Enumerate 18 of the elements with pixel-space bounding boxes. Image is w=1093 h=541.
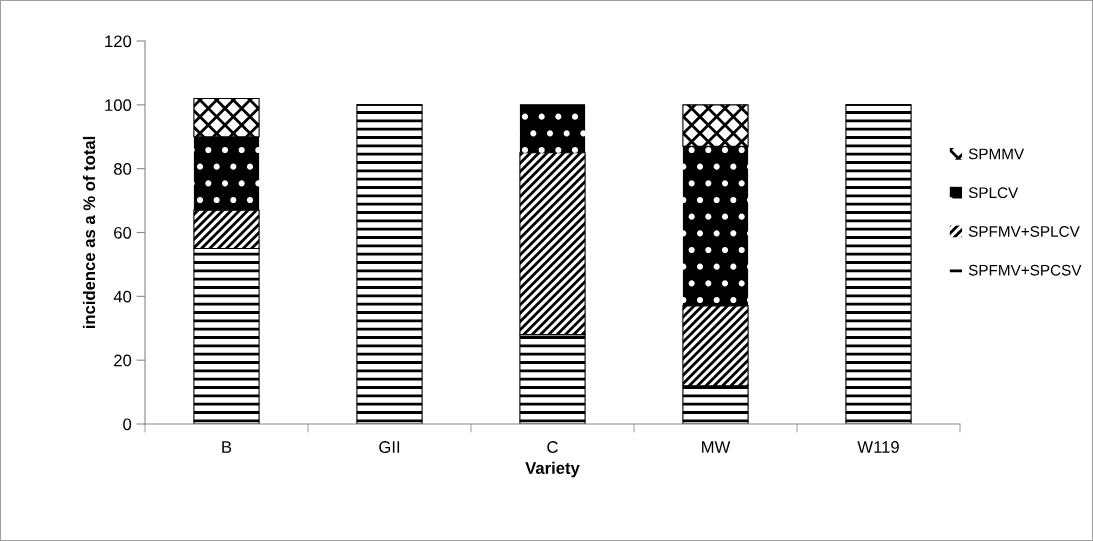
y-tick-label: 60 — [114, 226, 132, 239]
y-axis-title: incidence as a % of total — [82, 136, 96, 329]
x-tick-label: B — [222, 441, 232, 453]
y-tick-label: 40 — [113, 290, 132, 303]
legend-label: SPFMV+SPCSV — [968, 264, 1082, 276]
x-tick-label: MW — [702, 441, 731, 453]
legend-label: SPLCV — [968, 187, 1019, 199]
legend-label: SPFMV+SPLCV — [968, 226, 1080, 237]
y-tick-label: 120 — [105, 35, 132, 48]
legend-label: SPMMV — [968, 148, 1025, 160]
y-tick-label: 100 — [105, 99, 132, 112]
y-tick-label: 0 — [123, 418, 132, 431]
y-tick-label: 20 — [114, 354, 132, 367]
x-tick-label: C — [547, 441, 558, 453]
x-tick-label: W119 — [857, 441, 899, 453]
y-tick-label: 80 — [113, 163, 132, 175]
x-axis-title: Variety — [525, 461, 580, 478]
x-tick-label: GII — [379, 441, 400, 453]
